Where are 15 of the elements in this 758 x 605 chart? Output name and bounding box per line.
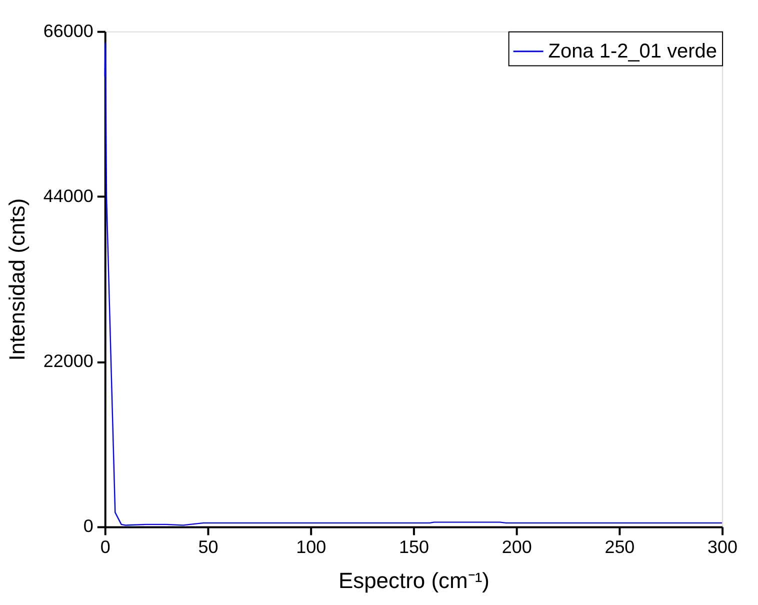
- y-tick-label: 0: [83, 516, 94, 536]
- x-axis-title: Espectro (cm⁻¹): [338, 568, 490, 594]
- x-tick-label: 250: [604, 537, 635, 558]
- x-tick-label: 300: [708, 537, 738, 558]
- y-axis-title: Intensidad (cnts): [4, 198, 30, 361]
- x-tick-label: 0: [100, 537, 110, 558]
- x-tick-label: 50: [198, 537, 218, 558]
- x-tick-label: 200: [502, 537, 532, 558]
- y-tick-label: 66000: [43, 20, 94, 41]
- y-tick-label: 44000: [43, 186, 94, 206]
- x-tick-label: 150: [398, 537, 429, 558]
- legend-label: Zona 1-2_01 verde: [548, 40, 718, 62]
- line-series: [104, 42, 723, 526]
- y-tick-label: 22000: [43, 351, 94, 372]
- x-tick-label: 100: [296, 537, 326, 558]
